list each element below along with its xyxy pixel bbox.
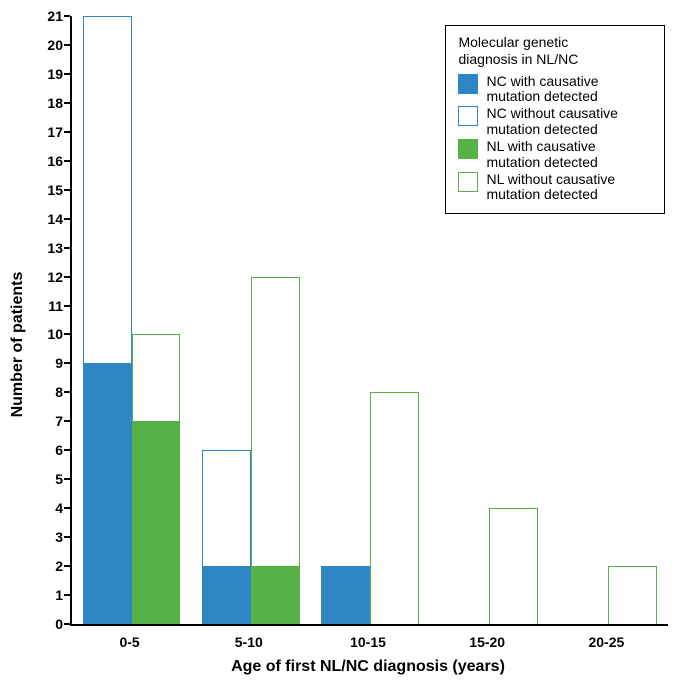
bar-nc-with: [202, 566, 251, 624]
legend-label: NL with causativemutation detected: [486, 139, 597, 170]
bar-nl-without: [489, 508, 538, 624]
x-axis-title: Age of first NL/NC diagnosis (years): [70, 658, 666, 676]
y-tick-label: 1: [23, 587, 63, 603]
x-category-label: 15-20: [428, 634, 547, 650]
y-tick-mark: [64, 73, 70, 75]
chart-container: Number of patients Age of first NL/NC di…: [0, 0, 683, 689]
legend-swatch: [458, 139, 478, 159]
y-tick-mark: [64, 160, 70, 162]
y-tick-label: 18: [23, 95, 63, 111]
bar-nl-without: [370, 392, 419, 624]
y-tick-label: 10: [23, 326, 63, 342]
bar-nl-without: [608, 566, 657, 624]
y-tick-label: 15: [23, 182, 63, 198]
legend-label: NC with causativemutation detected: [486, 74, 598, 105]
legend-swatch: [458, 106, 478, 126]
y-tick-mark: [64, 449, 70, 451]
y-tick-label: 2: [23, 558, 63, 574]
y-tick-label: 4: [23, 500, 63, 516]
y-tick-mark: [64, 102, 70, 104]
y-tick-label: 11: [23, 298, 63, 314]
y-tick-label: 7: [23, 413, 63, 429]
y-tick-label: 20: [23, 37, 63, 53]
y-tick-mark: [64, 189, 70, 191]
x-category-label: 0-5: [70, 634, 189, 650]
legend-item: NL without causativemutation detected: [458, 172, 652, 203]
bar-nl-with: [251, 566, 300, 624]
legend-label: NC without causativemutation detected: [486, 106, 618, 137]
y-tick-mark: [64, 276, 70, 278]
y-tick-label: 3: [23, 529, 63, 545]
x-category-label: 20-25: [547, 634, 666, 650]
y-tick-label: 17: [23, 124, 63, 140]
y-tick-mark: [64, 420, 70, 422]
y-tick-label: 13: [23, 240, 63, 256]
legend-swatch: [458, 172, 478, 192]
y-tick-label: 19: [23, 66, 63, 82]
y-tick-mark: [64, 536, 70, 538]
legend-item: NC without causativemutation detected: [458, 106, 652, 137]
y-tick-label: 0: [23, 616, 63, 632]
y-tick-label: 6: [23, 442, 63, 458]
y-tick-mark: [64, 478, 70, 480]
y-tick-mark: [64, 131, 70, 133]
y-tick-mark: [64, 305, 70, 307]
y-tick-label: 16: [23, 153, 63, 169]
legend-title: Molecular geneticdiagnosis in NL/NC: [458, 34, 652, 68]
y-tick-mark: [64, 333, 70, 335]
y-tick-label: 21: [23, 8, 63, 24]
bar-nl-with: [132, 421, 181, 624]
legend-swatch: [458, 74, 478, 94]
y-tick-label: 12: [23, 269, 63, 285]
legend-item: NC with causativemutation detected: [458, 74, 652, 105]
legend-item: NL with causativemutation detected: [458, 139, 652, 170]
y-tick-label: 5: [23, 471, 63, 487]
bar-nc-with: [321, 566, 370, 624]
legend-label: NL without causativemutation detected: [486, 172, 615, 203]
x-category-label: 10-15: [308, 634, 427, 650]
y-tick-label: 8: [23, 384, 63, 400]
y-tick-mark: [64, 247, 70, 249]
legend: Molecular geneticdiagnosis in NL/NC NC wi…: [445, 25, 665, 214]
y-tick-label: 14: [23, 211, 63, 227]
bar-nc-with: [83, 363, 132, 624]
y-tick-mark: [64, 391, 70, 393]
y-tick-mark: [64, 594, 70, 596]
x-category-label: 5-10: [189, 634, 308, 650]
y-tick-mark: [64, 44, 70, 46]
y-tick-mark: [64, 565, 70, 567]
y-tick-mark: [64, 362, 70, 364]
y-tick-mark: [64, 218, 70, 220]
y-tick-mark: [64, 507, 70, 509]
y-tick-label: 9: [23, 355, 63, 371]
y-tick-mark: [64, 623, 70, 625]
y-tick-mark: [64, 15, 70, 17]
